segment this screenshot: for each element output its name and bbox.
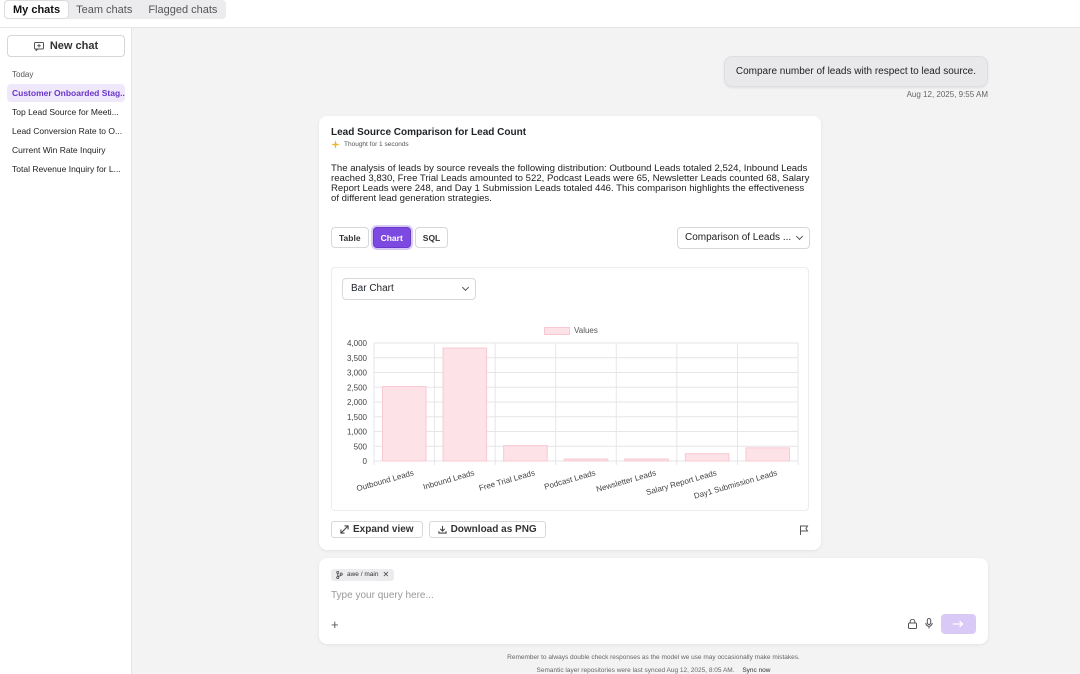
plus-icon[interactable]: + (331, 617, 339, 632)
download-png-button[interactable]: Download as PNG (428, 521, 546, 538)
bar (381, 386, 427, 462)
thought-indicator: Thought for 1 seconds (331, 140, 409, 149)
branch-icon (336, 571, 343, 579)
legend-label: Values (574, 326, 598, 335)
chat-scope-tabs: My chats Team chats Flagged chats (4, 0, 227, 19)
expand-icon (340, 525, 349, 534)
repo-chip-label: awe / main (347, 571, 379, 578)
new-chat-button[interactable]: New chat (7, 35, 125, 57)
x-tick-label: Inbound Leads (422, 468, 475, 491)
chat-main: Compare number of leads with respect to … (133, 28, 1080, 674)
disclaimer: Remember to always double check response… (507, 654, 800, 661)
bar (503, 445, 548, 462)
sidebar-item-lead-conversion[interactable]: Lead Conversion Rate to O... (12, 126, 123, 136)
x-tick-label: Free Trial Leads (478, 468, 536, 493)
y-tick-label: 2,000 (347, 398, 368, 407)
arrow-right-icon (953, 620, 964, 628)
tab-team-chats[interactable]: Team chats (76, 4, 133, 16)
flag-icon[interactable] (799, 525, 809, 535)
y-tick-label: 1,000 (347, 428, 368, 437)
sync-note: Semantic layer repositories were last sy… (536, 667, 735, 674)
comparison-select[interactable]: Comparison of Leads ... (677, 227, 810, 249)
y-tick-label: 500 (354, 442, 368, 451)
user-message-time: Aug 12, 2025, 9:55 AM (906, 90, 988, 99)
bar (442, 347, 488, 462)
y-tick-label: 2,500 (347, 383, 368, 392)
answer-text: The analysis of leads by source reveals … (331, 163, 810, 204)
close-icon[interactable]: ✕ (382, 570, 390, 579)
x-tick-label: Outbound Leads (355, 468, 414, 493)
download-icon (437, 525, 447, 534)
bar (684, 453, 730, 462)
repo-chip[interactable]: awe / main ✕ (331, 569, 395, 581)
chart-panel: Bar Chart Values 0 500 1,000 1,500 2,000 2,50… (331, 267, 809, 511)
expand-view-button[interactable]: Expand view (331, 521, 423, 538)
section-today: Today (12, 70, 34, 79)
chevron-down-icon (795, 232, 804, 241)
x-tick-label: Podcast Leads (543, 468, 596, 491)
tab-sql[interactable]: SQL (414, 227, 449, 248)
y-tick-label: 0 (363, 457, 368, 466)
tab-my-chats[interactable]: My chats (5, 1, 69, 18)
bar-chart: 0 500 1,000 1,500 2,000 2,500 3,000 3,500 4,000 O… (347, 339, 799, 501)
expand-view-label: Expand view (353, 524, 414, 535)
user-message: Compare number of leads with respect to … (723, 56, 988, 87)
y-tick-label: 3,500 (347, 354, 368, 363)
sidebar-item-win-rate[interactable]: Current Win Rate Inquiry (12, 145, 106, 155)
download-png-label: Download as PNG (450, 524, 537, 535)
tab-flagged-chats[interactable]: Flagged chats (148, 4, 218, 16)
sync-status: Semantic layer repositories were last sy… (319, 667, 988, 674)
bar (745, 447, 791, 462)
chart-legend[interactable]: Values (544, 326, 598, 335)
y-tick-label: 1,500 (347, 413, 368, 422)
chart-actions: Expand view Download as PNG (331, 521, 546, 538)
comparison-select-value: Comparison of Leads ... (685, 232, 792, 243)
lock-icon[interactable] (908, 619, 917, 629)
y-tick-label: 4,000 (347, 339, 368, 348)
bar (624, 458, 669, 462)
y-tick-label: 3,000 (347, 369, 368, 378)
sidebar-item-top-lead-source[interactable]: Top Lead Source for Meeti... (12, 107, 119, 117)
view-tabs: Table Chart SQL (331, 227, 449, 250)
response-title: Lead Source Comparison for Lead Count (331, 127, 527, 138)
tab-chart[interactable]: Chart (372, 227, 411, 248)
chat-plus-icon (33, 41, 44, 51)
send-button[interactable] (941, 614, 976, 634)
legend-swatch (544, 326, 570, 335)
sync-now-link[interactable]: Sync now (742, 667, 771, 674)
thought-label: Thought for 1 seconds (344, 141, 409, 148)
top-bar: My chats Team chats Flagged chats (0, 0, 1080, 28)
tab-table[interactable]: Table (331, 227, 369, 248)
sidebar-item-total-revenue[interactable]: Total Revenue Inquiry for L... (12, 164, 121, 174)
sidebar: New chat Today Customer Onboarded Stag..… (0, 28, 132, 674)
sidebar-item-customer-onboarded[interactable]: Customer Onboarded Stag... (7, 84, 125, 102)
chart-type-select[interactable]: Bar Chart (342, 278, 476, 300)
new-chat-label: New chat (49, 40, 99, 52)
query-input[interactable] (331, 590, 891, 601)
bar (563, 458, 609, 462)
chart-type-value: Bar Chart (351, 283, 394, 294)
composer: awe / main ✕ + (319, 558, 988, 644)
response-card: Lead Source Comparison for Lead Count Th… (319, 116, 821, 550)
microphone-icon[interactable] (925, 618, 933, 629)
sparkle-icon (331, 140, 340, 149)
